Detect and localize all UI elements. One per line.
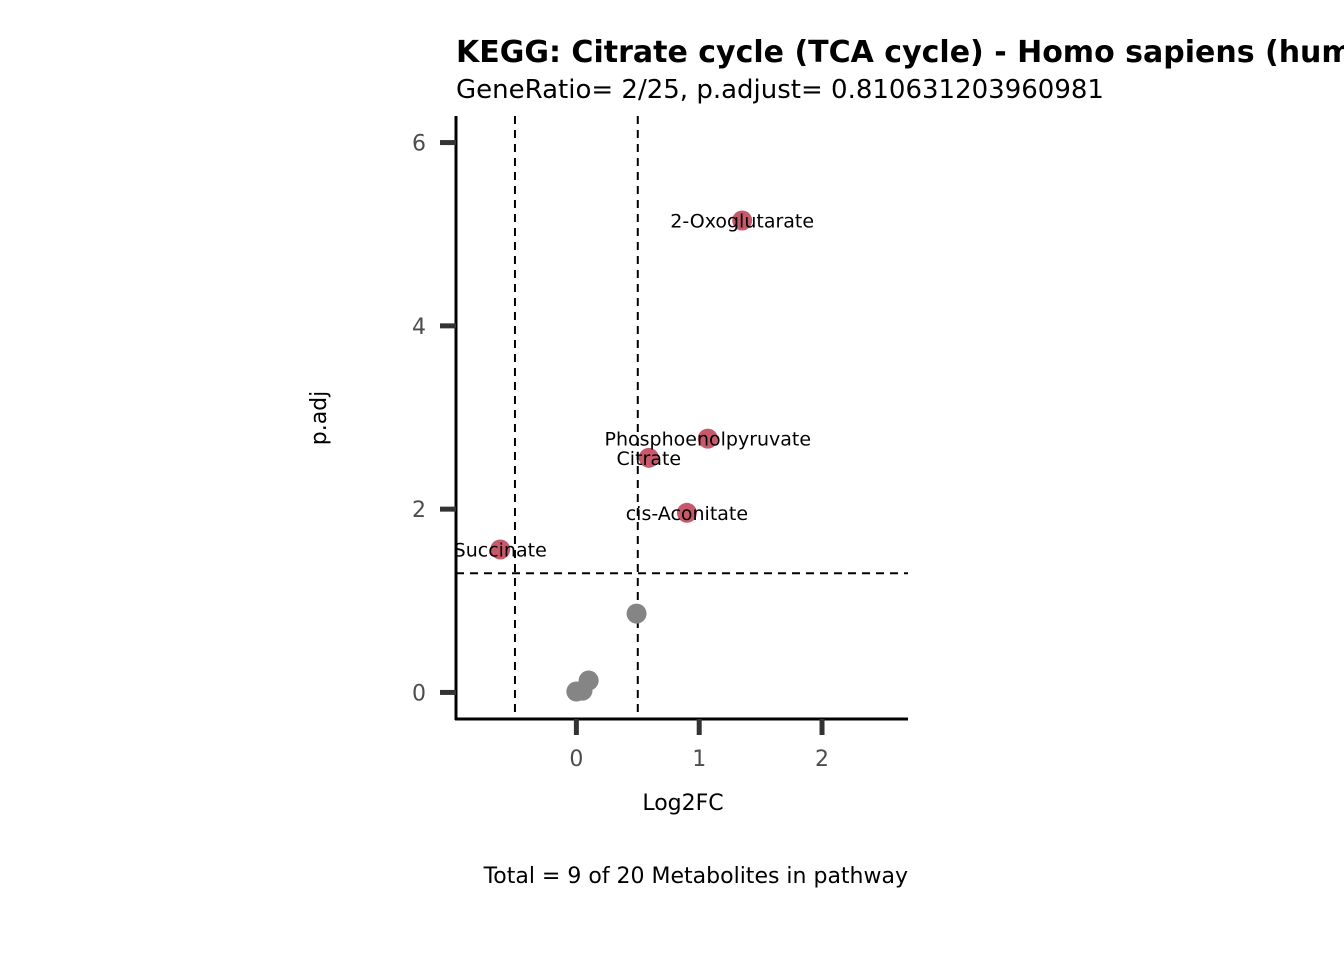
nonsignificant-point: [626, 603, 647, 624]
chart-caption: Total = 9 of 20 Metabolites in pathway: [483, 864, 908, 889]
nonsignificant-point: [566, 681, 587, 702]
y-tick-label: 6: [412, 132, 426, 157]
significant-point: [490, 539, 511, 560]
x-tick-label: 0: [569, 747, 583, 772]
x-axis-title: Log2FC: [642, 791, 723, 816]
y-tick-label: 2: [412, 498, 426, 523]
point-label: Citrate: [617, 448, 682, 470]
point-label: Succinate: [454, 539, 547, 561]
y-axis-title: p.adj: [307, 391, 332, 446]
point-label: cis-Aconitate: [626, 503, 748, 525]
chart-subtitle: GeneRatio= 2/25, p.adjust= 0.81063120396…: [456, 75, 1104, 105]
point-label: 2-Oxoglutarate: [670, 210, 814, 232]
chart-title: KEGG: Citrate cycle (TCA cycle) - Homo s…: [456, 35, 1344, 70]
significant-point: [732, 210, 753, 231]
x-tick-label: 2: [815, 747, 829, 772]
significant-point: [638, 447, 659, 468]
plot-area: 0 2 4 6 0 1 2 2-Oxoglutarate Phosphoenolpyruvate…: [412, 116, 908, 772]
x-tick-label: 1: [692, 747, 706, 772]
significant-point: [697, 428, 718, 449]
y-tick-label: 0: [412, 681, 426, 706]
point-label: Phosphoenolpyruvate: [605, 429, 812, 451]
y-tick-label: 4: [412, 315, 426, 340]
significant-point: [676, 502, 697, 523]
